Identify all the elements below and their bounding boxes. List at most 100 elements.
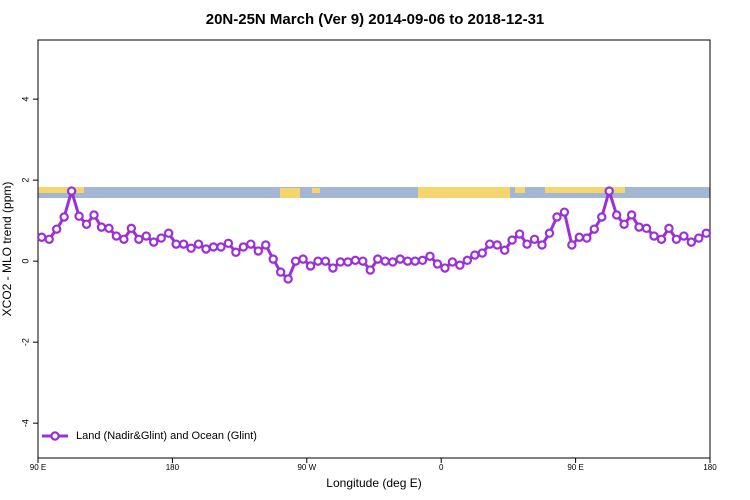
data-point [604,186,614,196]
data-point [37,232,47,242]
data-point [664,223,674,234]
data-point [275,267,286,277]
data-point [529,234,540,244]
data-point [104,223,114,234]
data-point [358,256,368,266]
data-point [387,257,398,267]
y-tick-label: -4 [20,419,30,427]
data-point [208,242,219,252]
data-point [499,245,510,255]
data-point [223,238,234,249]
data-point [149,237,159,247]
data-point [134,234,144,244]
data-point [455,260,465,270]
data-point [611,210,622,220]
data-point [447,257,458,267]
data-point [253,246,263,256]
data-point [582,233,592,243]
data-point [619,219,629,229]
data-point [96,222,107,232]
data-point [305,261,316,271]
data-point [477,248,487,258]
data-point [231,247,241,257]
data-point [246,239,256,249]
data-point [51,224,62,234]
data-point [395,254,405,264]
data-point [119,234,129,244]
y-tick-label: -2 [20,338,30,346]
data-point [201,244,211,254]
data-point [298,254,308,264]
series-line [41,185,708,282]
data-point [261,240,271,250]
data-point [186,243,196,253]
y-tick-label: 2 [20,178,30,183]
plot-frame [37,39,711,459]
data-point [559,207,570,217]
data-point [417,255,428,266]
data-point [178,239,189,249]
data-point [373,254,383,264]
legend-marker [50,431,60,441]
data-point [141,231,151,241]
data-point [81,219,92,229]
data-point [402,256,413,266]
data-point [694,233,704,243]
data-point [514,229,525,239]
data-point [507,235,517,245]
data-point [462,255,473,266]
data-point [59,212,69,222]
data-point [216,242,226,252]
data-point [649,231,659,241]
data-point [238,242,249,252]
x-tick-label: 90 E [567,463,583,472]
data-point [626,210,637,220]
data-point [328,263,338,273]
y-tick-label: 4 [20,97,30,102]
data-point [313,256,323,266]
data-point [44,234,54,244]
data-point [290,256,301,266]
data-point [111,231,122,241]
data-point [671,234,682,244]
data-point [343,257,353,267]
data-point [679,231,689,241]
data-point [634,222,644,232]
data-point [74,211,84,221]
map-band [38,187,710,198]
data-point [485,239,495,249]
y-axis-label: XCO2 - MLO trend (ppm) [0,182,14,317]
data-point [701,228,711,238]
data-point [66,186,77,196]
data-point [470,250,480,260]
x-tick-label: 180 [166,463,180,472]
data-point [589,224,599,234]
data-point [410,256,420,266]
data-point [440,263,450,273]
x-tick-label: 90 W [297,463,316,472]
data-point [552,212,562,222]
data-point [522,239,532,249]
data-point [365,265,375,275]
data-point [171,239,181,249]
data-point [656,234,667,244]
legend-label: Land (Nadir&Glint) and Ocean (Glint) [76,430,257,442]
y-tick-label: 0 [20,259,30,264]
x-tick-label: 90 E [30,463,46,472]
data-point [492,240,502,250]
data-point [686,237,697,247]
data-point [156,233,166,243]
data-point [425,251,435,261]
data-point [380,256,390,266]
data-point [163,228,174,238]
data-point [641,223,652,234]
data-point [126,223,137,234]
x-axis-label: Longitude (deg E) [326,476,421,490]
data-point [574,232,585,242]
x-tick-label: 180 [703,463,717,472]
chart-title: 20N-25N March (Ver 9) 2014-09-06 to 2018… [206,11,545,28]
x-tick-label: 0 [439,463,444,472]
data-point [320,256,331,266]
data-point [283,274,293,284]
